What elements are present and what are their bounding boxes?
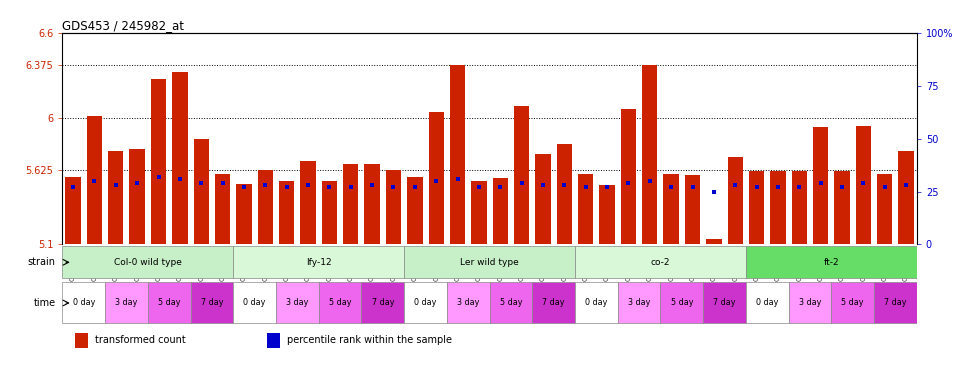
Text: 3 day: 3 day xyxy=(286,298,308,307)
Text: 7 day: 7 day xyxy=(542,298,564,307)
Text: 7 day: 7 day xyxy=(884,298,906,307)
Bar xyxy=(319,283,362,324)
Text: 5 day: 5 day xyxy=(500,298,522,307)
Text: 3 day: 3 day xyxy=(115,298,137,307)
Bar xyxy=(792,171,807,244)
Text: ft-2: ft-2 xyxy=(824,258,839,267)
Bar xyxy=(532,283,575,324)
Bar xyxy=(621,109,636,244)
Bar xyxy=(770,171,785,244)
Text: 0 day: 0 day xyxy=(73,298,95,307)
Text: co-2: co-2 xyxy=(651,258,670,267)
Text: 5 day: 5 day xyxy=(329,298,351,307)
Bar xyxy=(536,154,551,244)
Bar xyxy=(65,177,81,244)
Bar xyxy=(151,79,166,244)
Text: GDS453 / 245982_at: GDS453 / 245982_at xyxy=(62,19,184,32)
Bar xyxy=(108,152,124,244)
Bar xyxy=(789,283,831,324)
Bar xyxy=(728,157,743,244)
Bar xyxy=(215,174,230,244)
Bar xyxy=(450,66,466,244)
Text: transformed count: transformed count xyxy=(95,335,185,346)
Text: 0 day: 0 day xyxy=(244,298,266,307)
Text: 5 day: 5 day xyxy=(158,298,180,307)
Bar xyxy=(75,333,88,348)
Bar xyxy=(490,283,532,324)
Bar xyxy=(575,246,746,279)
Bar xyxy=(407,177,422,244)
Bar xyxy=(257,170,273,244)
Text: 3 day: 3 day xyxy=(628,298,650,307)
Text: time: time xyxy=(34,298,56,308)
Bar xyxy=(877,174,893,244)
Bar xyxy=(703,283,746,324)
Text: 5 day: 5 day xyxy=(671,298,693,307)
Text: 0 day: 0 day xyxy=(415,298,437,307)
Text: 7 day: 7 day xyxy=(372,298,394,307)
Text: 7 day: 7 day xyxy=(713,298,735,307)
Bar xyxy=(404,283,446,324)
Bar xyxy=(194,139,209,244)
Bar xyxy=(618,283,660,324)
Text: 0 day: 0 day xyxy=(586,298,608,307)
Bar xyxy=(404,246,575,279)
Bar xyxy=(663,174,679,244)
Bar xyxy=(236,184,252,244)
Bar xyxy=(190,283,233,324)
Bar xyxy=(492,178,508,244)
Bar xyxy=(148,283,190,324)
Bar xyxy=(471,181,487,244)
Text: 3 day: 3 day xyxy=(799,298,821,307)
Text: strain: strain xyxy=(28,257,56,267)
Bar xyxy=(428,112,444,244)
Bar xyxy=(365,164,380,244)
Bar xyxy=(578,174,593,244)
Bar xyxy=(276,283,319,324)
Bar xyxy=(322,181,337,244)
Bar xyxy=(874,283,917,324)
Bar xyxy=(446,283,490,324)
Bar xyxy=(575,283,618,324)
Bar xyxy=(831,283,874,324)
Text: 7 day: 7 day xyxy=(201,298,223,307)
Bar xyxy=(707,239,722,244)
Bar xyxy=(834,171,850,244)
Text: percentile rank within the sample: percentile rank within the sample xyxy=(287,335,452,346)
Text: 0 day: 0 day xyxy=(756,298,779,307)
Bar xyxy=(855,126,871,244)
Bar xyxy=(514,106,529,244)
Bar xyxy=(233,246,404,279)
Bar xyxy=(749,171,764,244)
Bar xyxy=(746,283,789,324)
Bar xyxy=(233,283,276,324)
Bar xyxy=(268,333,280,348)
Bar xyxy=(813,127,828,244)
Bar xyxy=(642,66,658,244)
Bar xyxy=(343,164,358,244)
Bar xyxy=(62,246,233,279)
Bar xyxy=(684,175,700,244)
Bar xyxy=(386,170,401,244)
Bar xyxy=(279,181,295,244)
Bar xyxy=(62,283,106,324)
Text: 5 day: 5 day xyxy=(842,298,864,307)
Text: 3 day: 3 day xyxy=(457,298,479,307)
Text: lfy-12: lfy-12 xyxy=(306,258,331,267)
Bar xyxy=(106,283,148,324)
Bar xyxy=(899,152,914,244)
Bar xyxy=(557,144,572,244)
Bar xyxy=(746,246,917,279)
Bar xyxy=(599,185,614,244)
Bar xyxy=(362,283,404,324)
Bar xyxy=(130,149,145,244)
Text: Col-0 wild type: Col-0 wild type xyxy=(114,258,181,267)
Bar xyxy=(660,283,703,324)
Bar xyxy=(300,161,316,244)
Bar xyxy=(86,116,102,244)
Text: Ler wild type: Ler wild type xyxy=(460,258,519,267)
Bar xyxy=(172,72,187,244)
